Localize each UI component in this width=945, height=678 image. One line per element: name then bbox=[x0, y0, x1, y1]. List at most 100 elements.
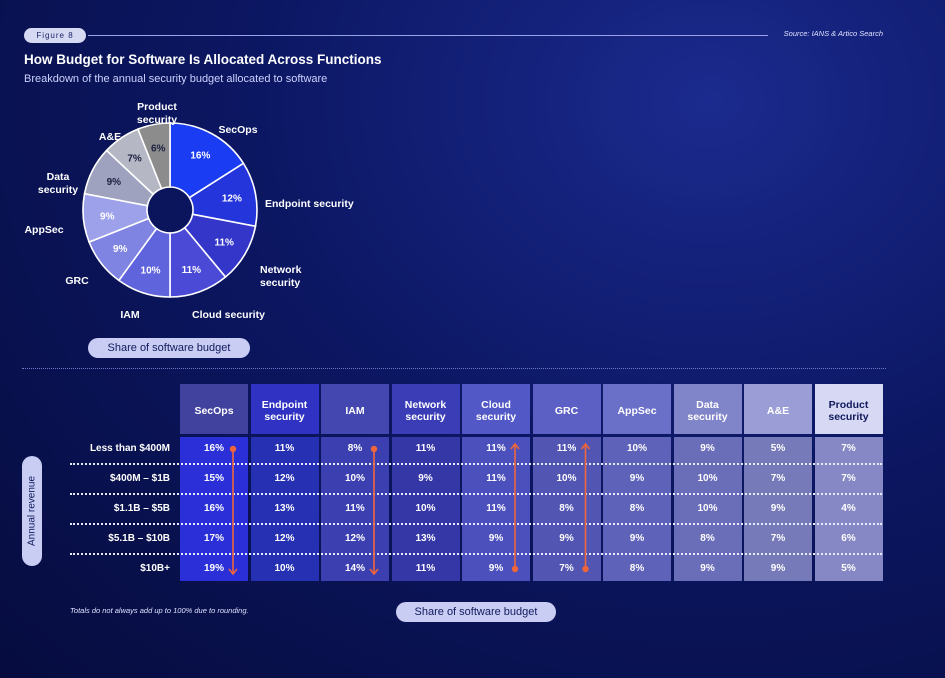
pie-label-aande: A&E bbox=[99, 131, 121, 143]
pie-label-appsec: AppSec bbox=[24, 224, 63, 236]
column-header-network-security: Network security bbox=[391, 384, 460, 434]
pie-value-network-security: 11% bbox=[214, 238, 234, 249]
table-cell: 7% bbox=[814, 467, 883, 491]
table-cell: 8% bbox=[603, 497, 671, 521]
column-header-text: Endpoint security bbox=[261, 399, 308, 423]
row-divider bbox=[70, 463, 882, 465]
table-cell: 11% bbox=[391, 557, 460, 581]
section-divider bbox=[22, 368, 886, 369]
source-note: Source: IANS & Artico Search bbox=[783, 29, 883, 38]
column-header-text: IAM bbox=[345, 405, 365, 417]
column-header-text: AppSec bbox=[617, 405, 657, 417]
table-cell: 16% bbox=[180, 497, 248, 521]
pie-label-data-security: Data security bbox=[38, 171, 78, 196]
table-cell: 9% bbox=[603, 527, 671, 551]
pie-slice-product-security bbox=[136, 122, 171, 190]
row-label-3: $5.1B – $10B bbox=[108, 533, 170, 544]
footnote: Totals do not always add up to 100% due … bbox=[70, 606, 249, 615]
table-cell: 10% bbox=[321, 467, 389, 491]
chart-title: How Budget for Software Is Allocated Acr… bbox=[24, 52, 382, 67]
column-header-aande: A&E bbox=[744, 384, 812, 434]
pie-slice-secops bbox=[169, 122, 245, 199]
column-header-text: GRC bbox=[554, 405, 579, 417]
column-header-text: Network security bbox=[404, 399, 447, 423]
pie-value-grc: 9% bbox=[113, 244, 128, 255]
table-cell: 8% bbox=[673, 527, 742, 551]
row-divider bbox=[70, 553, 882, 555]
pie-label-cloud-security: Cloud security bbox=[192, 309, 265, 321]
table-cell: 9% bbox=[462, 527, 530, 551]
table-cell: 9% bbox=[744, 497, 812, 521]
row-label-0: Less than $400M bbox=[89, 443, 170, 454]
column-header-endpoint-security: Endpoint security bbox=[250, 384, 319, 434]
table-cell: 10% bbox=[603, 437, 671, 461]
table-cell: 11% bbox=[462, 497, 530, 521]
pie-value-product-security: 6% bbox=[151, 144, 166, 155]
column-header-iam: IAM bbox=[321, 384, 389, 434]
table-cell: 12% bbox=[250, 467, 319, 491]
figure-label: Figure 8 bbox=[24, 28, 86, 43]
column-header-text: Product security bbox=[828, 399, 869, 423]
table-cell: 10% bbox=[250, 557, 319, 581]
column-header-text: SecOps bbox=[194, 405, 234, 417]
annual-revenue-axis-label: Annual revenue bbox=[22, 456, 42, 566]
table-cell: 17% bbox=[180, 527, 248, 551]
column-header-secops: SecOps bbox=[180, 384, 248, 434]
table-legend-pill: Share of software budget bbox=[396, 602, 556, 622]
pie-label-iam: IAM bbox=[120, 309, 140, 321]
pie-value-data-security: 9% bbox=[107, 177, 122, 188]
column-header-cloud-security: Cloud security bbox=[462, 384, 530, 434]
table-cell: 10% bbox=[673, 467, 742, 491]
pie-value-iam: 10% bbox=[141, 265, 161, 276]
axis-label-text: Annual revenue bbox=[26, 475, 38, 547]
pie-label-grc: GRC bbox=[65, 275, 89, 287]
row-label-2: $1.1B – $5B bbox=[113, 503, 170, 514]
pie-label-product-security: Product security bbox=[137, 101, 177, 126]
table-cell: 8% bbox=[532, 497, 601, 521]
table-cell: 8% bbox=[321, 437, 389, 461]
chart-subtitle: Breakdown of the annual security budget … bbox=[24, 73, 328, 85]
table-cell: 14% bbox=[321, 557, 389, 581]
table-cell: 11% bbox=[462, 467, 530, 491]
row-divider bbox=[70, 493, 882, 495]
table-cell: 10% bbox=[391, 497, 460, 521]
table-cell: 11% bbox=[532, 437, 601, 461]
row-label-1: $400M – $1B bbox=[109, 473, 170, 484]
table-cell: 9% bbox=[673, 557, 742, 581]
table-cell: 5% bbox=[814, 557, 883, 581]
pie-legend-pill: Share of software budget bbox=[88, 338, 250, 358]
table-cell: 11% bbox=[250, 437, 319, 461]
table-cell: 7% bbox=[744, 527, 812, 551]
column-header-appsec: AppSec bbox=[603, 384, 671, 434]
table-cell: 7% bbox=[532, 557, 601, 581]
table-cell: 4% bbox=[814, 497, 883, 521]
table-cell: 9% bbox=[744, 557, 812, 581]
table-cell: 7% bbox=[814, 437, 883, 461]
pie-value-appsec: 9% bbox=[100, 211, 115, 222]
table-cell: 11% bbox=[462, 437, 530, 461]
table-cell: 6% bbox=[814, 527, 883, 551]
pie-value-cloud-security: 11% bbox=[182, 265, 202, 276]
pie-value-endpoint-security: 12% bbox=[222, 194, 242, 205]
table-cell: 5% bbox=[744, 437, 812, 461]
table-cell: 9% bbox=[673, 437, 742, 461]
table-cell: 15% bbox=[180, 467, 248, 491]
column-header-text: A&E bbox=[766, 405, 790, 417]
table-cell: 9% bbox=[603, 467, 671, 491]
column-header-data-security: Data security bbox=[673, 384, 742, 434]
table-cell: 16% bbox=[180, 437, 248, 461]
header-rule bbox=[88, 35, 768, 36]
table-cell: 11% bbox=[391, 437, 460, 461]
pie-value-secops: 16% bbox=[190, 150, 210, 161]
row-label-4: $10B+ bbox=[140, 563, 170, 574]
table-cell: 9% bbox=[532, 527, 601, 551]
table-cell: 19% bbox=[180, 557, 248, 581]
pie-label-endpoint-security: Endpoint security bbox=[265, 198, 354, 210]
table-cell: 10% bbox=[673, 497, 742, 521]
row-divider bbox=[70, 523, 882, 525]
pie-label-network-security: Network security bbox=[260, 264, 302, 289]
column-header-product-security: Product security bbox=[814, 384, 883, 434]
table-cell: 12% bbox=[250, 527, 319, 551]
column-header-grc: GRC bbox=[532, 384, 601, 434]
table-cell: 7% bbox=[744, 467, 812, 491]
